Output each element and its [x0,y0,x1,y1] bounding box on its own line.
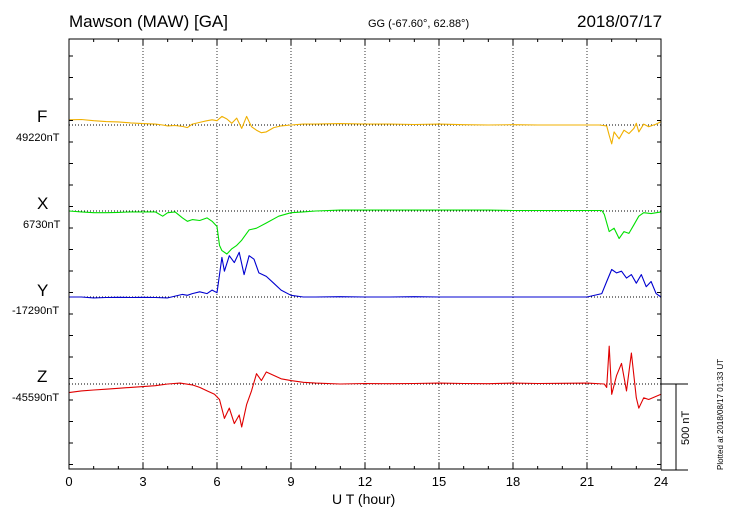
x-tick-label-0: 0 [65,474,72,489]
x-tick-label-6: 6 [213,474,220,489]
series-baseline-y: -17290nT [12,305,60,317]
axis-ticks: 0 3 6 9 12 15 18 21 24 [65,39,668,489]
x-tick-label-12: 12 [358,474,372,489]
series-name-y: Y [37,281,49,300]
x-tick-label-15: 15 [432,474,446,489]
x-axis-label: U T (hour) [332,491,396,507]
station-coordinates: GG (-67.60°, 62.88°) [368,18,470,30]
x-tick-label-21: 21 [580,474,594,489]
grid-lines [142,39,588,469]
plot-frame [68,38,662,470]
x-tick-label-24: 24 [654,474,668,489]
series-line-y [69,251,662,299]
series-name-f: F [37,107,48,126]
series-traces [68,115,662,428]
series-line-z [68,345,662,428]
series-baseline-x: 6730nT [23,219,61,231]
series-name-z: Z [37,367,48,386]
plot-date: 2018/07/17 [577,12,663,31]
series-line-x [68,209,662,255]
series-line-f [68,115,662,145]
x-tick-label-18: 18 [506,474,520,489]
x-tick-label-3: 3 [139,474,146,489]
series-baseline-z: -45590nT [12,392,60,404]
scale-bar [661,383,688,471]
x-tick-label-9: 9 [287,474,294,489]
series-baseline-f: 49220nT [16,132,60,144]
station-title: Mawson (MAW) [GA] [69,12,228,31]
series-name-x: X [37,194,49,213]
